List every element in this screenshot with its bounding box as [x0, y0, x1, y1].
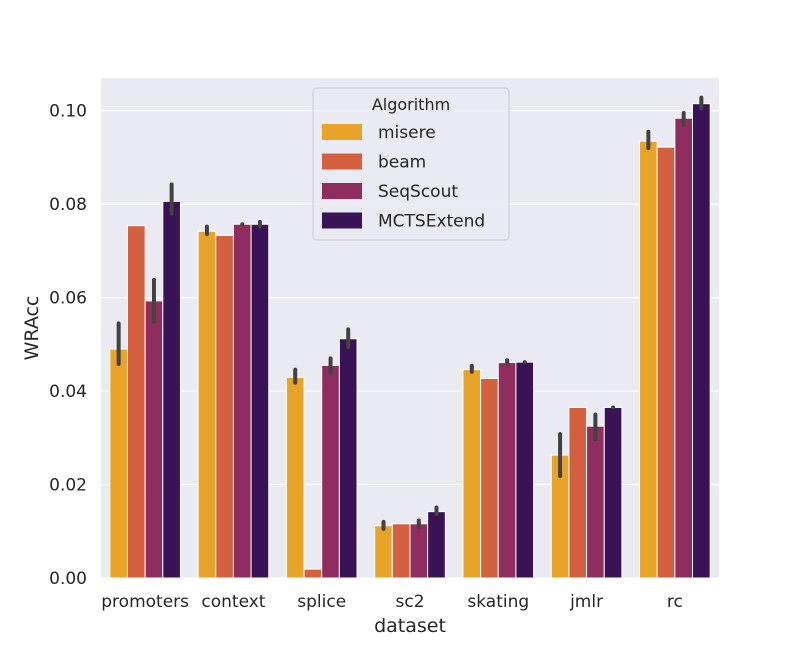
bar-MCTSExtend-skating [515, 361, 535, 579]
bar-misere-rc [639, 140, 658, 579]
y-tick-label: 0.10 [49, 102, 87, 122]
y-tick-label: 0.00 [49, 569, 87, 589]
error-bars [116, 95, 704, 531]
bar-beam-sc2 [391, 523, 411, 579]
bar-MCTSExtend-jmlr [603, 406, 623, 579]
bar-MCTSExtend-context [250, 223, 270, 579]
legend-items: misere beam SeqScout MCTSExtend [322, 123, 485, 232]
bar-SeqScout-sc2 [409, 523, 429, 579]
x-tick-labels: promoters context splice sc2 skating jmlr rc [101, 592, 683, 612]
bar-MCTSExtend-sc2 [427, 511, 446, 579]
bar-beam-jmlr [568, 406, 588, 579]
bar-MCTSExtend-splice [338, 338, 358, 579]
bar-MCTSExtend-rc [692, 103, 711, 579]
legend-title: Algorithm [372, 95, 450, 114]
bar-SeqScout-jmlr [586, 425, 605, 579]
bar-misere-promoters [109, 348, 128, 579]
bar-beam-skating [480, 377, 499, 579]
legend-swatch-SeqScout [322, 183, 362, 199]
bars [109, 103, 711, 579]
legend-label-MCTSExtend: MCTSExtend [378, 212, 485, 232]
x-tick-label: promoters [101, 592, 189, 612]
bar-SeqScout-promoters [144, 300, 164, 579]
bar-beam-promoters [126, 225, 146, 579]
y-tick-label: 0.06 [49, 289, 87, 309]
y-axis-label: WRAcc [21, 296, 43, 361]
y-tick-labels: 0.00 0.02 0.04 0.06 0.08 0.10 [49, 102, 87, 589]
legend: Algorithm misere beam SeqScout MCTSExtend [312, 87, 510, 241]
x-tick-label: sc2 [395, 592, 424, 612]
bar-beam-rc [656, 146, 676, 579]
bar-misere-splice [285, 377, 305, 579]
y-tick-label: 0.02 [49, 476, 87, 496]
bar-misere-context [197, 230, 217, 579]
x-tick-label: skating [467, 592, 529, 612]
legend-label-beam: beam [378, 153, 426, 173]
legend-label-SeqScout: SeqScout [378, 182, 458, 202]
bar-SeqScout-splice [321, 364, 340, 579]
x-axis-label: dataset [374, 615, 446, 637]
legend-swatch-beam [322, 153, 362, 170]
bar-SeqScout-context [232, 223, 252, 579]
bar-misere-skating [462, 369, 482, 579]
bar-MCTSExtend-promoters [162, 200, 181, 579]
legend-swatch-misere [322, 124, 362, 140]
x-tick-label: context [201, 592, 265, 612]
x-tick-label: splice [297, 592, 346, 612]
legend-swatch-MCTSExtend [322, 212, 362, 229]
x-tick-label: rc [667, 592, 683, 612]
bar-SeqScout-skating [497, 362, 517, 579]
x-tick-label: jmlr [569, 592, 603, 612]
bar-beam-splice [303, 568, 323, 579]
bar-beam-context [215, 234, 234, 579]
y-tick-label: 0.04 [49, 382, 87, 402]
legend-label-misere: misere [378, 123, 436, 143]
bar-SeqScout-rc [674, 117, 694, 579]
y-tick-label: 0.08 [49, 195, 87, 215]
bar-misere-sc2 [374, 525, 393, 579]
